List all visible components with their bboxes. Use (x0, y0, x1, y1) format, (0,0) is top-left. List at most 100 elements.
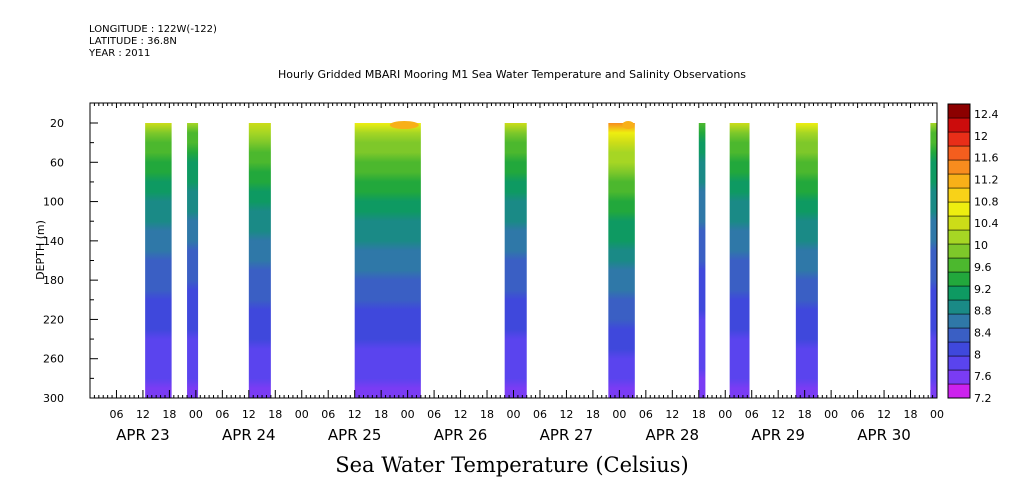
colorbar: 7.2 7.6 8 8.4 8.8 9.2 9.6 10 10.4 10.8 11.2 11.6 12 1… (947, 103, 999, 405)
x-tick-label: 00 (401, 408, 415, 421)
colorbar-frame (947, 103, 971, 399)
colorbar-swatch (947, 271, 971, 287)
warm-surface-patch (622, 121, 635, 129)
colorbar-label: 8.8 (974, 305, 992, 318)
x-date-label: APR 25 (328, 426, 382, 444)
warm-surface-patch (389, 121, 419, 129)
chart-title: Hourly Gridded MBARI Mooring M1 Sea Wate… (277, 68, 747, 81)
colorbar-swatch (947, 327, 971, 343)
colorbar-label: 9.6 (974, 261, 992, 274)
colorbar-label: 8.4 (974, 326, 992, 339)
data-block (608, 123, 635, 398)
colorbar-swatch (947, 285, 971, 301)
y-tick-label: 300 (43, 392, 64, 405)
x-tick-label: 12 (877, 408, 891, 421)
data-block (187, 123, 199, 398)
colorbar-swatch (947, 383, 971, 399)
x-axis: 06 12 18 00 06 12 18 00 06 12 18 00 06 12 18 00 06 12 18 00… (89, 103, 944, 444)
y-tick-label: 220 (43, 313, 64, 326)
colorbar-label: 8 (974, 348, 981, 361)
colorbar-swatch (947, 355, 971, 371)
colorbar-swatch (947, 131, 971, 147)
colorbar-swatch (947, 103, 971, 119)
y-tick-label: 140 (43, 235, 64, 248)
colorbar-label: 11.2 (974, 174, 999, 187)
x-tick-label: 06 (215, 408, 229, 421)
data-block (930, 123, 937, 398)
colorbar-swatch (947, 243, 971, 259)
x-tick-label: 18 (374, 408, 388, 421)
x-tick-label: 00 (612, 408, 626, 421)
x-tick-label: 06 (109, 408, 123, 421)
x-tick-label: 18 (586, 408, 600, 421)
x-tick-label: 18 (904, 408, 918, 421)
x-tick-label: 12 (348, 408, 362, 421)
data-block (145, 123, 172, 398)
x-date-label: APR 23 (116, 426, 170, 444)
colorbar-label: 9.2 (974, 283, 992, 296)
x-date-label: APR 24 (222, 426, 276, 444)
x-tick-label: 12 (454, 408, 468, 421)
x-date-label: APR 30 (857, 426, 911, 444)
x-tick-label: 06 (427, 408, 441, 421)
x-tick-label: 12 (136, 408, 150, 421)
colorbar-swatch (947, 173, 971, 189)
x-tick-label: 00 (295, 408, 309, 421)
metadata-block: LONGITUDE : 122W(-122) LATITUDE : 36.8N … (89, 24, 217, 60)
x-tick-label: 06 (321, 408, 335, 421)
data-block (504, 123, 527, 398)
colorbar-swatch (947, 187, 971, 203)
x-tick-label: 18 (798, 408, 812, 421)
data-block (248, 123, 271, 398)
latitude-label: LATITUDE : 36.8N (89, 36, 177, 47)
colorbar-label: 12.4 (974, 108, 999, 121)
colorbar-swatch (947, 229, 971, 245)
y-tick-label: 260 (43, 353, 64, 366)
colorbar-swatch (947, 299, 971, 315)
colorbar-swatch (947, 159, 971, 175)
colorbar-label: 7.2 (974, 392, 992, 405)
data-block (354, 123, 421, 398)
x-tick-label: 00 (718, 408, 732, 421)
colorbar-swatch (947, 257, 971, 273)
y-tick-label: 60 (50, 156, 64, 169)
y-tick-label: 20 (50, 117, 64, 130)
colorbar-swatch (947, 313, 971, 329)
longitude-label: LONGITUDE : 122W(-122) (89, 24, 217, 35)
colorbar-swatch (947, 369, 971, 385)
x-tick-label: 18 (268, 408, 282, 421)
x-tick-label: 18 (480, 408, 494, 421)
colorbar-label: 10 (974, 239, 988, 252)
data-block (698, 123, 706, 398)
colorbar-label: 10.4 (974, 217, 999, 230)
x-tick-label: 18 (692, 408, 706, 421)
colorbar-label: 11.6 (974, 152, 999, 165)
x-tick-label: 00 (930, 408, 944, 421)
colorbar-swatch (947, 145, 971, 161)
y-tick-label: 180 (43, 274, 64, 287)
x-date-label: APR 29 (751, 426, 805, 444)
colorbar-label: 12 (974, 130, 988, 143)
y-axis-label: DEPTH (m) (34, 220, 47, 280)
colorbar-label: 7.6 (974, 370, 992, 383)
data-block (795, 123, 818, 398)
x-tick-label: 06 (745, 408, 759, 421)
x-tick-label: 12 (771, 408, 785, 421)
x-tick-label: 00 (507, 408, 521, 421)
x-tick-label: 12 (242, 408, 256, 421)
x-date-label: APR 27 (540, 426, 594, 444)
x-tick-label: 12 (665, 408, 679, 421)
x-tick-label: 00 (824, 408, 838, 421)
chart-subtitle: Sea Water Temperature (Celsius) (335, 453, 689, 477)
x-tick-label: 18 (162, 408, 176, 421)
y-axis: 20 60 100 140 180 220 260 300 (43, 117, 98, 405)
year-label: YEAR : 2011 (89, 48, 151, 59)
x-tick-label: 12 (559, 408, 573, 421)
x-tick-label: 06 (851, 408, 865, 421)
colorbar-swatch (947, 201, 971, 217)
colorbar-swatch (947, 117, 971, 133)
data-blocks (145, 121, 937, 398)
x-date-label: APR 26 (434, 426, 488, 444)
y-tick-label: 100 (43, 196, 64, 209)
